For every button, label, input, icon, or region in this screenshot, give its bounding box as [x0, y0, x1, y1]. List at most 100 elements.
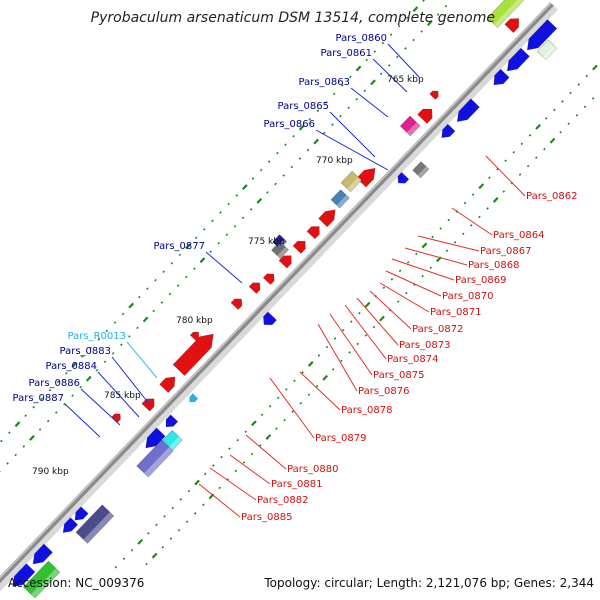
gc-tick — [350, 320, 353, 323]
feature-block — [340, 170, 362, 193]
gc-tick — [415, 252, 418, 256]
gene-arrow — [262, 273, 275, 286]
leader-line — [391, 258, 455, 281]
gc-tick — [322, 374, 329, 381]
gene-arrow — [230, 298, 243, 311]
scale-label: 775 kbp — [248, 237, 285, 247]
gc-tick — [193, 512, 197, 515]
gc-tick — [194, 236, 198, 240]
gc-tick — [363, 89, 367, 93]
gc-tick — [298, 157, 302, 160]
gc-tick — [420, 30, 423, 33]
gene-label: Pars_0869 — [455, 275, 506, 286]
gc-tick — [379, 72, 383, 76]
gc-tick — [162, 270, 165, 273]
gc-tick — [470, 224, 473, 227]
gc-tick — [276, 396, 280, 400]
gc-tick — [486, 207, 489, 210]
genome-backbone — [0, 2, 558, 592]
gc-tick — [122, 557, 126, 561]
leader-line — [372, 58, 408, 93]
gc-tick — [193, 267, 196, 270]
feature-block — [412, 161, 430, 179]
gc-tick — [307, 393, 311, 397]
gc-tick — [293, 379, 296, 383]
gc-tick — [331, 123, 334, 126]
gc-tick — [543, 147, 546, 151]
accession-text: Accession: NC_009376 — [8, 576, 144, 590]
gc-tick — [421, 274, 424, 278]
gc-tick — [97, 338, 100, 341]
gc-tick — [544, 117, 548, 120]
gc-tick — [341, 328, 345, 332]
gc-tick — [322, 131, 326, 135]
gc-tick — [22, 445, 26, 448]
gc-tick — [46, 419, 50, 423]
leader-line — [451, 207, 493, 236]
gc-tick — [339, 114, 342, 118]
gc-tick — [559, 130, 562, 134]
scale-layer: 765 kbp 770 kbp 775 kbp 780 kbp 785 kbp 790 k… — [32, 75, 424, 477]
gc-tick — [471, 193, 475, 196]
leader-line — [198, 483, 241, 518]
gene-label: Pars_0874 — [387, 354, 438, 365]
gc-tick — [291, 410, 294, 413]
gene-label: Pars_0866 — [264, 119, 315, 130]
gene-label: Pars_0861 — [321, 48, 372, 59]
gc-tick — [274, 182, 277, 186]
gene-arrow — [278, 255, 292, 269]
leader-line — [385, 270, 442, 297]
gene-label: Pars_0884 — [46, 361, 97, 372]
gc-tick — [299, 401, 303, 405]
leader-line — [379, 282, 430, 313]
gc-tick — [160, 301, 164, 304]
gc-tick — [178, 253, 182, 257]
gc-tick — [24, 414, 27, 417]
gc-tick — [81, 355, 84, 358]
gc-tick — [492, 197, 499, 203]
gc-tick — [365, 58, 368, 62]
gc-tick — [199, 257, 206, 264]
backbone-highlight — [0, 2, 552, 579]
gc-tick — [14, 453, 17, 457]
feature-block — [136, 439, 174, 478]
gc-tick — [114, 565, 118, 569]
gc-tick — [370, 79, 376, 86]
gene-label: Pars_0886 — [29, 378, 80, 389]
gc-tick — [313, 138, 320, 145]
leader-line — [369, 290, 412, 330]
gc-tick — [177, 528, 181, 532]
gc-tick — [535, 156, 538, 159]
gene-arrow — [429, 90, 439, 100]
gc-tick — [103, 360, 107, 364]
gc-tick — [203, 228, 206, 231]
gc-tick — [355, 97, 359, 101]
leader-line — [329, 111, 376, 158]
gc-tick — [145, 562, 148, 566]
feature-block — [399, 115, 421, 137]
gc-tick — [316, 109, 320, 113]
gene-arrow — [263, 311, 277, 326]
gc-tick — [268, 405, 272, 408]
gc-tick — [184, 275, 188, 279]
gc-tick — [40, 397, 44, 401]
gc-tick — [549, 137, 556, 144]
gc-tick — [71, 394, 74, 397]
leader-line — [485, 155, 526, 197]
gc-tick — [422, 0, 425, 3]
gc-tick — [307, 361, 314, 367]
gc-tick — [298, 124, 305, 131]
gene-label: Pars_0880 — [287, 464, 338, 475]
gc-tick — [453, 241, 457, 244]
feature-block — [536, 39, 558, 61]
gene-arrow — [493, 68, 510, 86]
gc-tick — [283, 418, 286, 422]
gc-tick — [14, 421, 21, 428]
gc-tick — [161, 545, 165, 549]
scale-label: 790 kbp — [32, 467, 69, 477]
scale-label: 770 kbp — [316, 156, 353, 166]
gc-tick — [518, 173, 522, 176]
gene-label: Pars_0877 — [154, 241, 205, 252]
gc-tick — [267, 160, 271, 163]
gene-arrow — [318, 209, 336, 228]
